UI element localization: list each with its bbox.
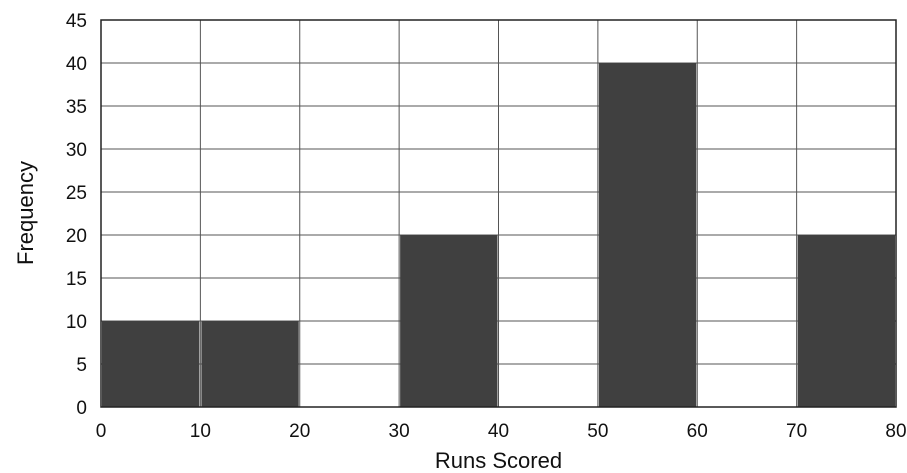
y-tick-label: 5 <box>76 355 87 376</box>
bars <box>102 63 895 407</box>
x-axis-title: Runs Scored <box>435 448 562 473</box>
y-tick-label: 45 <box>66 11 87 32</box>
histogram-bar <box>598 63 697 407</box>
histogram-bar <box>400 235 498 407</box>
x-tick-label: 40 <box>488 421 509 442</box>
plot-frame <box>100 19 897 408</box>
y-tick-labels: 0 5 10 15 20 25 30 35 40 45 <box>66 11 87 419</box>
y-axis-title: Frequency <box>13 161 38 265</box>
x-tick-label: 10 <box>190 421 211 442</box>
histogram-bar <box>797 235 895 407</box>
x-tick-label: 30 <box>389 421 410 442</box>
y-tick-label: 0 <box>76 398 87 419</box>
y-tick-label: 20 <box>66 226 87 247</box>
x-tick-label: 0 <box>96 421 107 442</box>
y-tick-label: 25 <box>66 183 87 204</box>
x-tick-label: 70 <box>786 421 807 442</box>
histogram-bar <box>201 321 299 407</box>
x-tick-label: 20 <box>289 421 310 442</box>
y-tick-label: 15 <box>66 269 87 290</box>
y-tick-label: 10 <box>66 312 87 333</box>
x-tick-labels: 0 10 20 30 40 50 60 70 80 <box>96 421 907 442</box>
histogram-bar <box>102 321 200 407</box>
x-tick-label: 80 <box>885 421 906 442</box>
x-tick-label: 60 <box>687 421 708 442</box>
y-tick-label: 40 <box>66 54 87 75</box>
y-tick-label: 30 <box>66 140 87 161</box>
x-tick-label: 50 <box>587 421 608 442</box>
y-tick-label: 35 <box>66 97 87 118</box>
